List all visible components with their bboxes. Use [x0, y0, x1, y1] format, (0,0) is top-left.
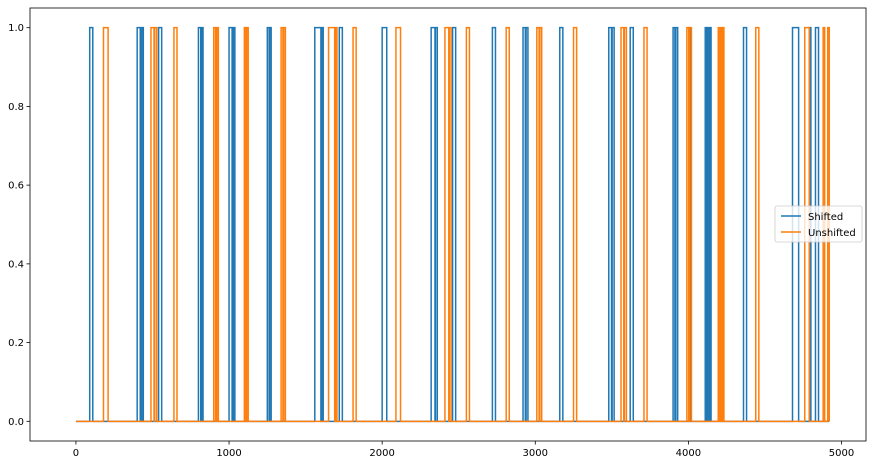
x-tick-label: 5000: [829, 448, 854, 459]
legend-label-shifted: Shifted: [808, 212, 843, 223]
x-tick-label: 4000: [676, 448, 701, 459]
x-tick-label: 0: [73, 448, 79, 459]
legend: Shifted Unshifted: [774, 205, 863, 243]
x-tick-label: 3000: [523, 448, 548, 459]
y-tick-label: 0.4: [8, 259, 24, 270]
y-tick-label: 0.8: [8, 102, 24, 113]
series-line-unshifted: [75, 26, 830, 423]
x-tick-label: 2000: [369, 448, 394, 459]
x-axis: 0 1000 2000 3000 4000 5000: [73, 441, 854, 459]
y-tick-label: 0.6: [8, 181, 24, 192]
x-tick-label: 1000: [216, 448, 241, 459]
plot-frame: [29, 7, 867, 442]
plot-lines: [75, 26, 830, 423]
y-tick-label: 0.0: [8, 417, 24, 428]
legend-box: [774, 205, 863, 243]
y-tick-label: 0.2: [8, 338, 24, 349]
legend-label-unshifted: Unshifted: [808, 228, 856, 239]
y-axis: 0.0 0.2 0.4 0.6 0.8 1.0: [8, 23, 30, 428]
y-tick-label: 1.0: [8, 23, 24, 34]
